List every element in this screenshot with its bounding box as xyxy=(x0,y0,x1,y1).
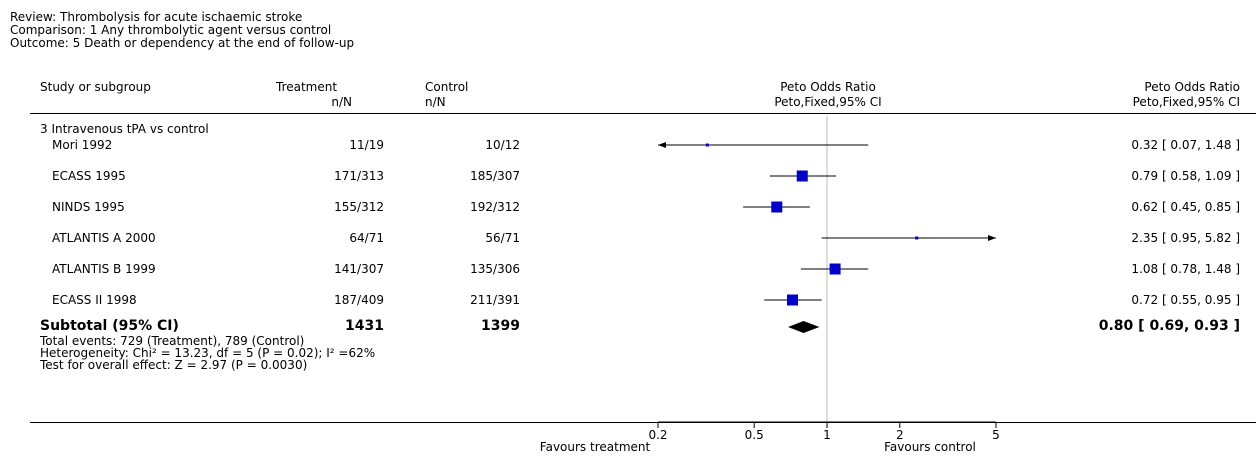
study-ci: 1.08 [ 0.78, 1.48 ] xyxy=(1131,262,1240,276)
study-marker xyxy=(829,263,841,275)
col-plot-header: Peto Odds Ratio xyxy=(780,80,876,94)
study-ci: 0.62 [ 0.45, 0.85 ] xyxy=(1131,200,1240,214)
study-marker xyxy=(705,143,709,147)
study-ci: 0.79 [ 0.58, 1.09 ] xyxy=(1131,169,1240,183)
study-ci: 0.72 [ 0.55, 0.95 ] xyxy=(1131,293,1240,307)
subtotal-label: Subtotal (95% CI) xyxy=(40,318,179,334)
favours-treatment-label: Favours treatment xyxy=(539,440,651,454)
study-name: ECASS 1995 xyxy=(52,169,126,183)
study-control: 192/312 xyxy=(470,200,520,214)
x-axis-tick-label: 1 xyxy=(823,428,831,442)
study-treatment: 187/409 xyxy=(334,293,384,307)
study-name: NINDS 1995 xyxy=(52,200,125,214)
study-treatment: 11/19 xyxy=(349,138,384,152)
x-axis-tick-label: 0.2 xyxy=(648,428,667,442)
study-ci: 2.35 [ 0.95, 5.82 ] xyxy=(1131,231,1240,245)
study-marker xyxy=(787,294,799,306)
study-treatment: 64/71 xyxy=(349,231,384,245)
study-treatment: 141/307 xyxy=(334,262,384,276)
study-name: Mori 1992 xyxy=(52,138,113,152)
ci-arrow-right xyxy=(988,235,996,241)
subtotal-ci: 0.80 [ 0.69, 0.93 ] xyxy=(1098,318,1240,334)
study-treatment: 155/312 xyxy=(334,200,384,214)
study-treatment: 171/313 xyxy=(334,169,384,183)
study-marker xyxy=(796,170,808,182)
study-control: 56/71 xyxy=(485,231,520,245)
ci-arrow-left xyxy=(658,142,666,148)
overall-effect: Test for overall effect: Z = 2.97 (P = 0… xyxy=(40,358,308,372)
col-study-header: Study or subgroup xyxy=(40,80,151,94)
col-ratio-header: Peto Odds Ratio xyxy=(1144,80,1240,94)
heterogeneity: Heterogeneity: Chi² = 13.23, df = 5 (P =… xyxy=(40,346,376,360)
x-axis-tick-label: 0.5 xyxy=(745,428,764,442)
footer-divider xyxy=(30,422,1256,423)
col-treatment-header: Treatment xyxy=(276,80,338,94)
comparison-title: Comparison: 1 Any thrombolytic agent ver… xyxy=(10,23,332,37)
favours-control-label: Favours control xyxy=(884,440,976,454)
pooled-diamond xyxy=(788,321,820,333)
study-control: 185/307 xyxy=(470,169,520,183)
outcome-title: Outcome: 5 Death or dependency at the en… xyxy=(10,36,355,50)
study-name: ECASS II 1998 xyxy=(52,293,137,307)
study-name: ATLANTIS B 1999 xyxy=(52,262,156,276)
header-divider xyxy=(30,113,1256,114)
study-marker xyxy=(915,236,919,240)
study-marker xyxy=(771,201,783,213)
col-ratio-sub: Peto,Fixed,95% CI xyxy=(1132,95,1240,109)
study-control: 10/12 xyxy=(485,138,520,152)
total-events: Total events: 729 (Treatment), 789 (Cont… xyxy=(40,334,305,348)
subtotal-treatment: 1431 xyxy=(345,318,384,334)
subgroup-title: 3 Intravenous tPA vs control xyxy=(40,122,209,136)
subtotal-control: 1399 xyxy=(481,318,520,334)
col-plot-sub: Peto,Fixed,95% CI xyxy=(774,95,882,109)
study-ci: 0.32 [ 0.07, 1.48 ] xyxy=(1131,138,1240,152)
col-control-header: Control xyxy=(425,80,469,94)
col-control-sub: n/N xyxy=(425,95,446,109)
x-axis-tick-label: 5 xyxy=(992,428,1000,442)
study-control: 211/391 xyxy=(470,293,520,307)
review-title: Review: Thrombolysis for acute ischaemic… xyxy=(10,10,303,24)
study-name: ATLANTIS A 2000 xyxy=(52,231,156,245)
study-control: 135/306 xyxy=(470,262,520,276)
col-treatment-sub: n/N xyxy=(331,95,352,109)
x-axis-tick-label: 2 xyxy=(896,428,904,442)
